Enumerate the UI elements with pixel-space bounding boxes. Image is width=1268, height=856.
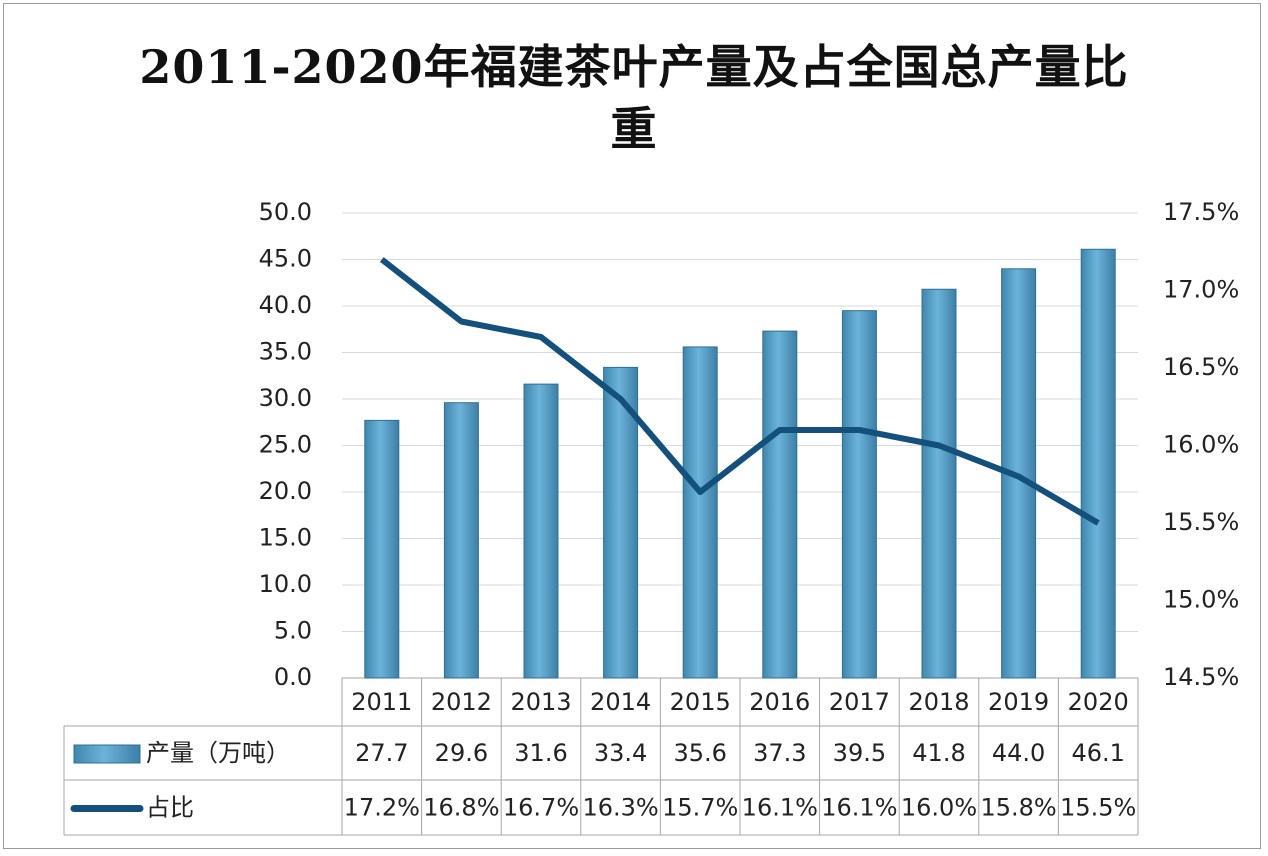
y2-tick-label: 14.5%: [1163, 663, 1239, 691]
y2-tick-label: 16.5%: [1163, 353, 1239, 381]
bar: [523, 383, 559, 679]
y-tick-label: 30.0: [259, 384, 312, 412]
y-tick-label: 5.0: [274, 617, 312, 645]
x-tick-label: 2011: [351, 688, 412, 716]
x-tick-label: 2012: [431, 688, 492, 716]
x-tick-label: 2015: [670, 688, 731, 716]
table-value: 16.3%: [582, 794, 658, 822]
y2-tick-label: 17.0%: [1163, 276, 1239, 304]
y2-tick-label: 17.5%: [1163, 198, 1239, 226]
bar: [682, 346, 718, 679]
legend-label: 产量（万吨）: [146, 739, 290, 767]
chart-title: 2011-2020年福建茶叶产量及占全国总产量比重: [139, 40, 1129, 156]
y2-tick-label: 15.5%: [1163, 508, 1239, 536]
bar: [603, 366, 639, 679]
legend-swatch: [73, 744, 141, 764]
table-value: 15.5%: [1060, 794, 1136, 822]
x-tick-label: 2018: [908, 688, 969, 716]
y-tick-label: 40.0: [259, 291, 312, 319]
x-tick-label: 2017: [829, 688, 890, 716]
x-tick-label: 2020: [1068, 688, 1129, 716]
table-value: 46.1: [1071, 739, 1124, 767]
table-value: 17.2%: [344, 794, 420, 822]
x-tick-label: 2016: [749, 688, 810, 716]
table-value: 16.8%: [423, 794, 499, 822]
table-value: 35.6: [673, 739, 726, 767]
table-value: 16.7%: [503, 794, 579, 822]
table-value: 15.8%: [980, 794, 1056, 822]
y-tick-label: 45.0: [259, 245, 312, 273]
table-value: 31.6: [514, 739, 567, 767]
y-tick-label: 15.0: [259, 524, 312, 552]
bar: [841, 310, 877, 679]
bar: [921, 288, 957, 679]
table-value: 27.7: [355, 739, 408, 767]
bar: [364, 419, 400, 679]
y-tick-label: 0.0: [274, 663, 312, 691]
bar: [762, 330, 798, 679]
table-value: 44.0: [992, 739, 1045, 767]
chart-frame: [3, 3, 1261, 849]
table-value: 16.1%: [821, 794, 897, 822]
bar: [443, 402, 479, 679]
y2-tick-label: 15.0%: [1163, 586, 1239, 614]
legend-label: 占比: [146, 794, 194, 822]
line: [379, 257, 1100, 526]
table-value: 39.5: [833, 739, 886, 767]
y-tick-label: 20.0: [259, 477, 312, 505]
y-tick-label: 25.0: [259, 431, 312, 459]
y-tick-label: 50.0: [259, 198, 312, 226]
table-value: 29.6: [435, 739, 488, 767]
table-value: 15.7%: [662, 794, 738, 822]
bar: [1080, 248, 1116, 679]
y-tick-label: 10.0: [259, 570, 312, 598]
table-value: 37.3: [753, 739, 806, 767]
x-tick-label: 2014: [590, 688, 651, 716]
table-value: 16.0%: [901, 794, 977, 822]
y2-tick-label: 16.0%: [1163, 431, 1239, 459]
table-value: 33.4: [594, 739, 647, 767]
table-value: 16.1%: [742, 794, 818, 822]
table-value: 41.8: [912, 739, 965, 767]
x-tick-label: 2019: [988, 688, 1049, 716]
x-tick-label: 2013: [510, 688, 571, 716]
y-tick-label: 35.0: [259, 338, 312, 366]
